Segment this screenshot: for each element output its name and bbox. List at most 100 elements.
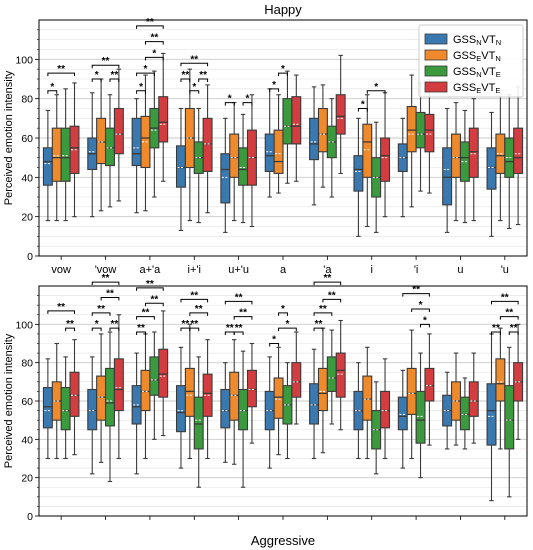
bracket-line xyxy=(491,300,519,305)
significance-label: * xyxy=(139,82,143,93)
bracket-line xyxy=(189,327,200,332)
bracket-line xyxy=(508,331,519,335)
box-body xyxy=(291,96,302,145)
box-body xyxy=(459,396,470,431)
box-body xyxy=(42,387,53,429)
significance-bracket: ** xyxy=(224,292,253,305)
significance-bracket: * xyxy=(136,64,155,77)
box-'vow-s3 xyxy=(113,314,124,460)
significance-bracket: * xyxy=(278,64,288,77)
significance-bracket: ** xyxy=(144,33,164,45)
significance-label: ** xyxy=(146,17,154,28)
bracket-line xyxy=(136,331,146,335)
significance-bracket: ** xyxy=(508,323,519,335)
significance-label: * xyxy=(228,94,232,105)
box-vow-s3 xyxy=(69,339,80,456)
box-i-s2 xyxy=(371,381,382,475)
box-vow-s3 xyxy=(69,82,80,218)
legend-entry: GSSEVTN xyxy=(453,50,501,63)
box-body xyxy=(229,133,240,178)
significance-bracket: * xyxy=(278,304,288,316)
significance-label: ** xyxy=(315,319,323,330)
box-body xyxy=(158,348,169,398)
significance-label: ** xyxy=(323,273,331,284)
box-u+'u-s1 xyxy=(229,102,240,222)
x-tick-label: vow xyxy=(51,264,71,276)
significance-label: * xyxy=(272,335,276,346)
significance-label: ** xyxy=(106,289,114,300)
box-body xyxy=(273,129,284,174)
box-body xyxy=(220,153,231,204)
box-a+'a-s3 xyxy=(158,52,169,182)
y-tick-label: 60 xyxy=(21,396,33,408)
box-'u-s2 xyxy=(504,94,515,230)
box-body xyxy=(326,356,337,392)
box-u+'u-s3 xyxy=(246,342,257,444)
significance-label: * xyxy=(281,304,285,315)
bracket-line xyxy=(189,90,200,94)
significance-label: ** xyxy=(182,70,190,81)
box-body xyxy=(220,388,231,429)
x-tick-label: i+'i xyxy=(188,264,201,276)
significance-label: ** xyxy=(57,302,65,313)
bracket-line xyxy=(313,281,342,286)
significance-label: ** xyxy=(111,70,119,81)
significance-label: * xyxy=(95,319,99,330)
significance-bracket: * xyxy=(420,315,430,328)
significance-bracket: ** xyxy=(91,273,120,286)
significance-bracket: ** xyxy=(136,323,146,335)
box-body xyxy=(380,137,391,182)
box-u+'u-s1 xyxy=(229,339,240,465)
box-vow-s1 xyxy=(51,94,62,222)
box-body xyxy=(158,96,169,143)
significance-bracket: ** xyxy=(224,323,235,335)
box-body xyxy=(495,358,506,402)
significance-label: * xyxy=(152,48,156,59)
bracket-line xyxy=(47,72,75,77)
bracket-line xyxy=(65,327,75,332)
significance-bracket: * xyxy=(269,335,280,347)
box-a-s3 xyxy=(291,74,302,182)
bracket-line xyxy=(402,293,430,297)
legend: GSSNVTN GSSEVTN GSSNVTE GSSEVTE xyxy=(418,24,524,98)
box-body xyxy=(486,383,497,446)
significance-bracket: ** xyxy=(233,308,253,320)
bracket-line xyxy=(357,108,368,112)
bracket-line xyxy=(278,72,288,77)
y-tick-label: 0 xyxy=(27,251,33,263)
box-body xyxy=(202,373,213,417)
significance-bracket: * xyxy=(224,94,235,106)
significance-label: * xyxy=(361,100,365,111)
significance-label: * xyxy=(50,82,54,93)
significance-label: * xyxy=(144,64,148,75)
box-body xyxy=(264,133,275,172)
box-body xyxy=(131,117,142,167)
box-body xyxy=(96,375,107,421)
bracket-line xyxy=(136,316,155,320)
box-body xyxy=(397,396,408,431)
box-body xyxy=(362,123,373,178)
box-body xyxy=(415,390,426,444)
box-'vow-s0 xyxy=(87,356,98,475)
significance-label: ** xyxy=(150,294,158,305)
bracket-line xyxy=(91,327,102,332)
bracket-line xyxy=(136,287,164,291)
significance-bracket: ** xyxy=(491,323,501,335)
significance-label: ** xyxy=(102,56,110,67)
box-body xyxy=(193,396,204,450)
box-body xyxy=(317,107,328,153)
bracket-line xyxy=(136,25,164,29)
bracket-line xyxy=(136,90,146,94)
significance-bracket: ** xyxy=(189,304,209,316)
significance-bracket: ** xyxy=(180,290,209,303)
significance-label: ** xyxy=(146,279,154,290)
box-'a-s2 xyxy=(326,98,337,198)
y-tick-label: 20 xyxy=(21,212,33,224)
box-vow-s2 xyxy=(60,356,71,460)
bracket-line xyxy=(180,62,209,67)
significance-bracket: ** xyxy=(189,319,200,332)
bracket-line xyxy=(91,64,120,69)
significance-label: ** xyxy=(190,290,198,301)
box-a+'a-s0 xyxy=(131,352,142,475)
